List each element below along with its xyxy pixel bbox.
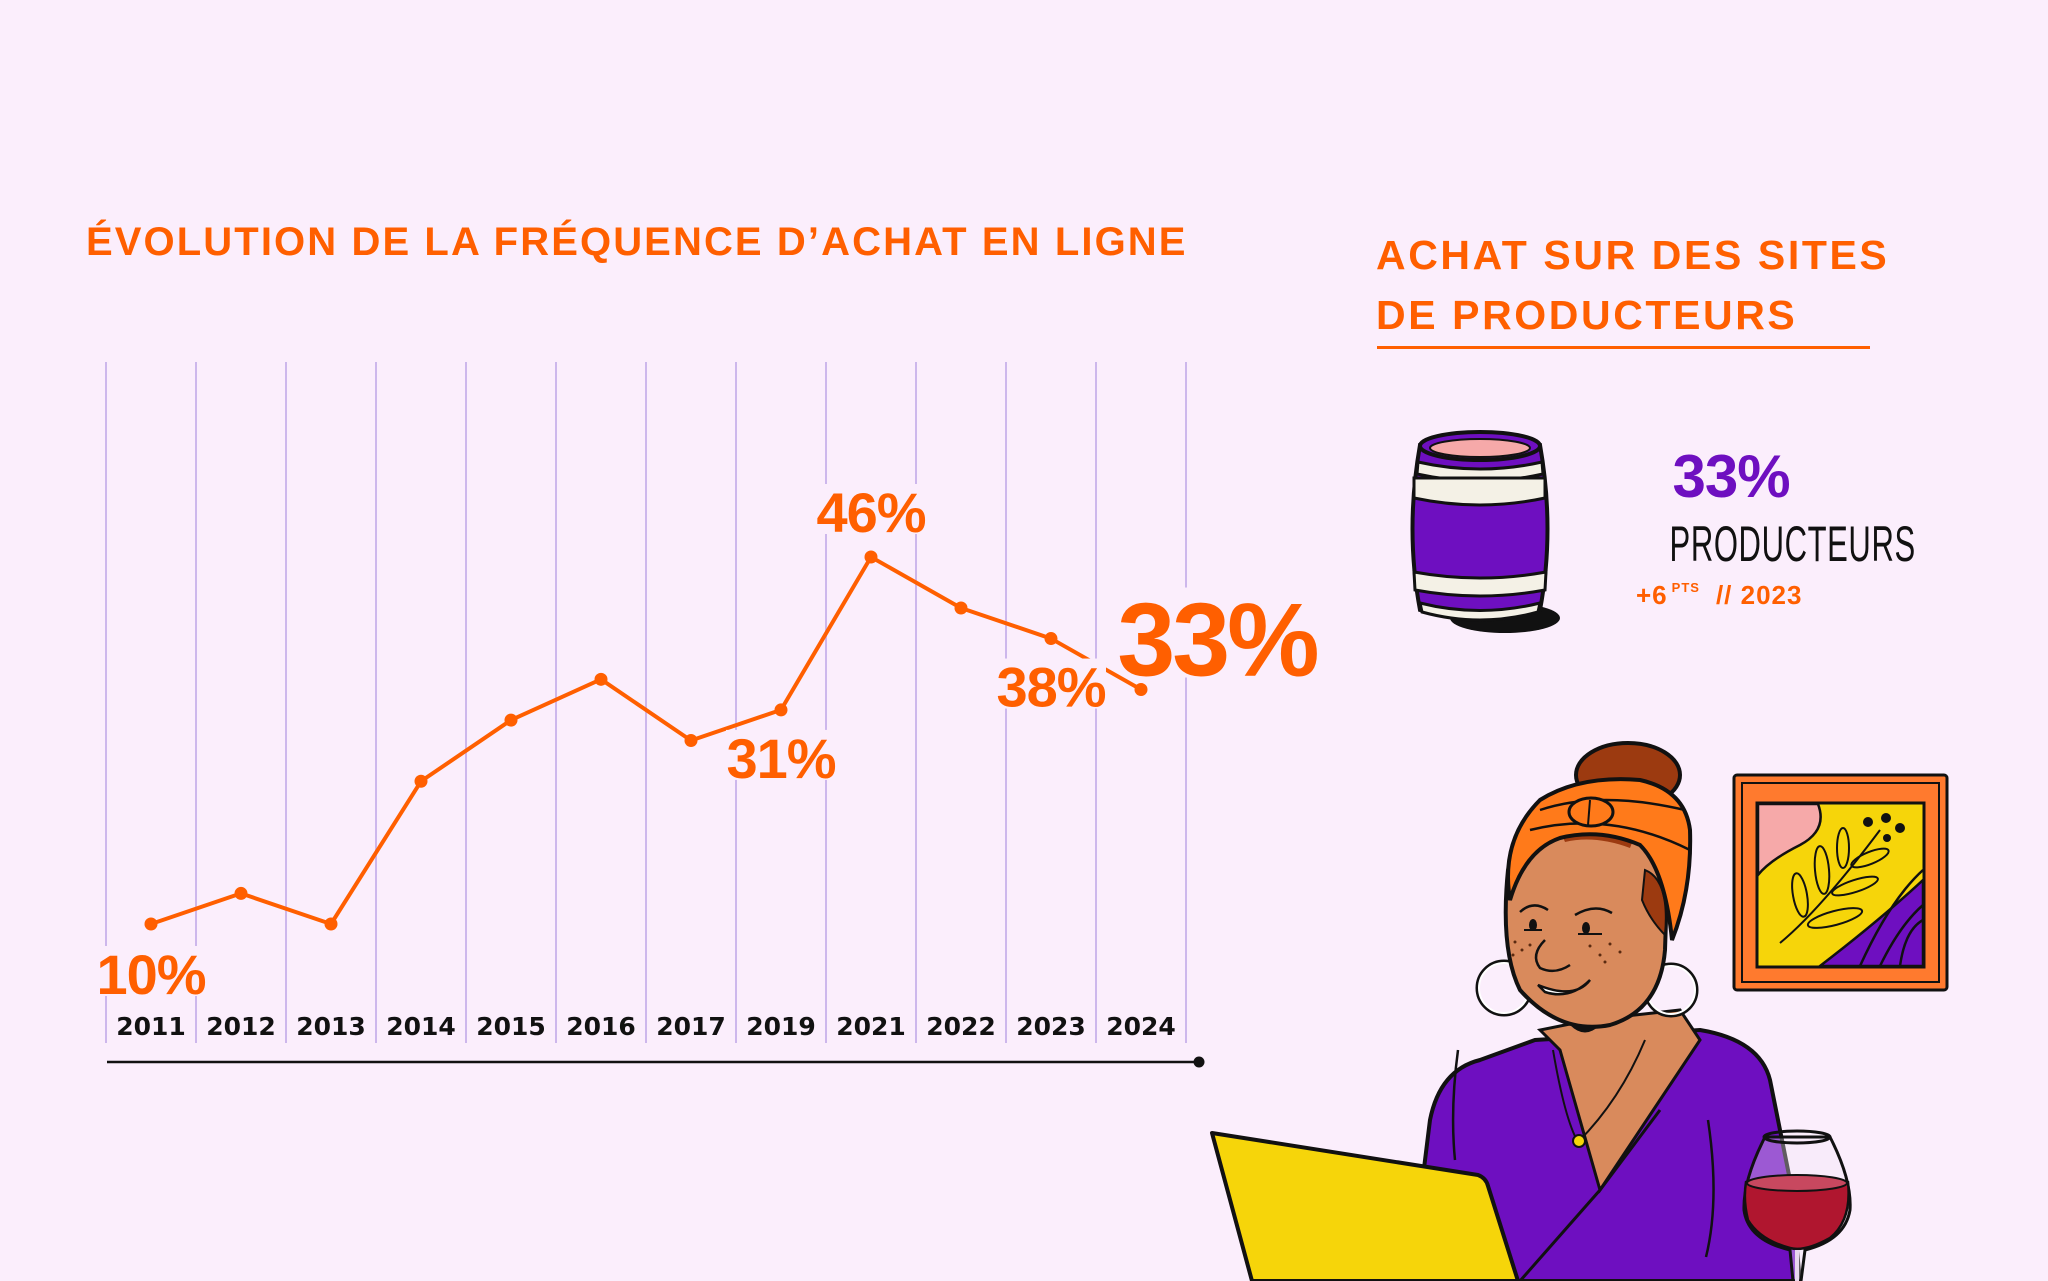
data-label-background xyxy=(996,658,1106,709)
x-tick-label: 2014 xyxy=(386,1012,456,1041)
data-label-background xyxy=(96,946,206,996)
x-tick-label: 2024 xyxy=(1106,1012,1176,1041)
x-axis-end-dot xyxy=(1193,1056,1205,1068)
change-separator: // xyxy=(1715,580,1733,610)
framed-picture xyxy=(1732,773,1949,992)
x-axis-labels: 2011 2012 2013 2014 2015 2016 2017 2019 2021 2022… xyxy=(116,1012,1176,1041)
producers-label: PRODUCTEURS xyxy=(1669,516,1916,572)
data-label-2021: 46% xyxy=(816,481,925,544)
change-value: +6 xyxy=(1636,580,1668,610)
data-point-2021 xyxy=(864,550,878,564)
data-point-2011 xyxy=(144,917,158,931)
x-tick-label: 2021 xyxy=(836,1012,906,1041)
x-tick-label: 2019 xyxy=(746,1012,816,1041)
x-tick-label: 2017 xyxy=(656,1012,726,1041)
data-point-2013 xyxy=(324,917,338,931)
change-unit: PTS xyxy=(1671,580,1700,595)
data-points xyxy=(144,550,1148,931)
data-label-2011: 10% xyxy=(96,943,205,1006)
x-tick-label: 2011 xyxy=(116,1012,186,1041)
data-label-2019: 31% xyxy=(726,727,835,790)
data-label-2024: 33% xyxy=(1117,583,1317,699)
data-point-2022 xyxy=(954,601,968,615)
x-tick-label: 2022 xyxy=(926,1012,996,1041)
producers-percentage: 33% xyxy=(1672,443,1790,510)
series-line xyxy=(150,555,1142,926)
x-tick-label: 2016 xyxy=(566,1012,636,1041)
x-tick-label: 2012 xyxy=(206,1012,276,1041)
x-tick-label: 2015 xyxy=(476,1012,546,1041)
x-tick-label: 2023 xyxy=(1016,1012,1086,1041)
data-point-2014 xyxy=(414,774,428,788)
wine-glass xyxy=(1742,1129,1852,1281)
data-point-2024 xyxy=(1134,683,1148,697)
producers-change: +6 PTS // 2023 xyxy=(1636,581,1836,608)
necklace-pendant xyxy=(1572,1134,1586,1148)
data-label-background xyxy=(1127,587,1307,678)
section-title-line-1: ACHAT SUR DES SITES xyxy=(1376,232,1890,278)
data-point-2019 xyxy=(774,703,788,717)
laptop xyxy=(1210,1131,1520,1281)
data-point-2023 xyxy=(1044,632,1058,646)
data-label-background xyxy=(816,484,926,534)
data-point-2017 xyxy=(684,734,698,747)
x-tick-label: 2013 xyxy=(296,1012,366,1041)
change-year: 2023 xyxy=(1740,580,1803,610)
data-point-2016 xyxy=(594,672,608,686)
data-point-2012 xyxy=(234,886,248,900)
section-title-line-2: DE PRODUCTEURS xyxy=(1376,292,1798,338)
line-chart: 2011 2012 2013 2014 2015 2016 2017 2019 2021 2022… xyxy=(96,362,1320,1068)
data-label-background xyxy=(726,729,836,780)
data-labels: 10% 31% 46% 38% 33% xyxy=(96,481,1320,1006)
data-point-2015 xyxy=(504,713,518,727)
wine-barrel-icon xyxy=(1410,430,1560,633)
person xyxy=(1407,741,1803,1281)
section-divider xyxy=(1377,346,1870,349)
data-label-2023: 38% xyxy=(996,656,1105,719)
page-title-online-purchase: ÉVOLUTION DE LA FRÉQUENCE D’ACHAT EN LIG… xyxy=(86,220,1188,264)
section-title-producers: ACHAT SUR DES SITES DE PRODUCTEURS xyxy=(1376,225,1896,345)
